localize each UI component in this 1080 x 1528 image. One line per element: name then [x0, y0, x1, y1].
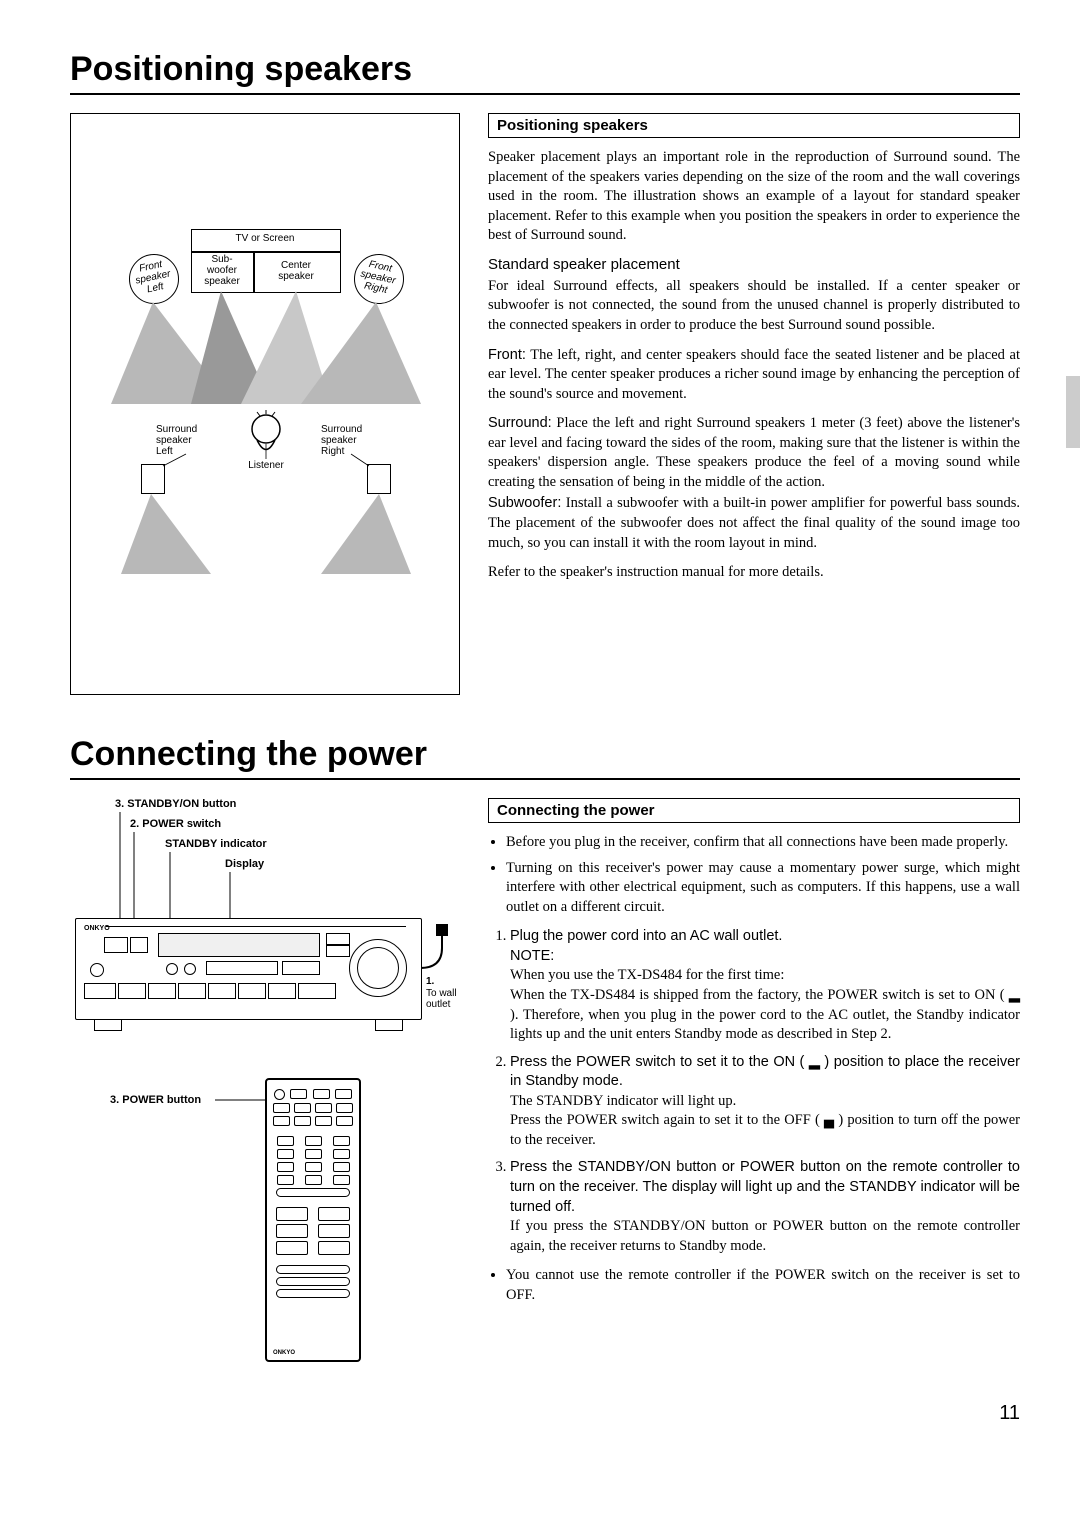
front-paragraph: Front: The left, right, and center speak…: [488, 346, 1020, 405]
bullet-2: Turning on this receiver's power may cau…: [506, 859, 1020, 918]
listener-label: Listener: [241, 460, 291, 471]
remote-illustration: ONKYO: [265, 1078, 361, 1362]
step1-line: Plug the power cord into an AC wall outl…: [510, 928, 782, 944]
center-label: Center speaker: [253, 260, 339, 282]
lbl-standby-ind: STANDBY indicator: [165, 838, 267, 850]
tv-label: TV or Screen: [191, 233, 339, 244]
sub-label-inline: Subwoofer:: [488, 495, 561, 511]
step1-note1: When you use the TX-DS484 for the first …: [510, 967, 784, 983]
subwoofer-paragraph: Subwoofer: Install a subwoofer with a bu…: [488, 494, 1020, 553]
section-title-power: Connecting the power: [70, 735, 1020, 780]
standard-placement-head: Standard speaker placement: [488, 256, 1020, 273]
sub-label: Sub- woofer speaker: [191, 254, 253, 287]
surround-label: Surround:: [488, 415, 552, 431]
step2-line: Press the POWER switch to set it to the …: [510, 1054, 1020, 1090]
lbl-standby-on: 3. STANDBY/ON button: [115, 798, 236, 810]
section-title-positioning: Positioning speakers: [70, 50, 1020, 95]
surround-text: Place the left and right Surround speake…: [488, 415, 1020, 490]
lbl-power-switch: 2. POWER switch: [130, 818, 221, 830]
speaker-diagram: TV or Screen Sub- woofer speaker Center …: [70, 113, 460, 695]
lbl-power-button: 3. POWER button: [110, 1094, 201, 1106]
step3-body: If you press the STANDBY/ON button or PO…: [510, 1218, 1020, 1254]
sub-text: Install a subwoofer with a built-in powe…: [488, 495, 1020, 550]
positioning-box-heading: Positioning speakers: [488, 113, 1020, 138]
surr-left-label: Surround speaker Left: [156, 424, 216, 457]
positioning-intro: Speaker placement plays an important rol…: [488, 148, 1020, 246]
top-bullets: Before you plug in the receiver, confirm…: [488, 833, 1020, 917]
refer-text: Refer to the speaker's instruction manua…: [488, 563, 1020, 583]
lbl-display: Display: [225, 858, 264, 870]
step-2: Press the POWER switch to set it to the …: [510, 1053, 1020, 1151]
step-3: Press the STANDBY/ON button or POWER but…: [510, 1158, 1020, 1256]
standard-intro: For ideal Surround effects, all speakers…: [488, 277, 1020, 336]
page-tab-marker: [1066, 376, 1080, 448]
step2-body2: Press the POWER switch again to set it t…: [510, 1112, 1020, 1148]
receiver-illustration: ONKYO: [75, 918, 422, 1020]
step1-note2: When the TX-DS484 is shipped from the fa…: [510, 987, 1020, 1042]
wall-outlet-num: 1.: [426, 976, 434, 987]
wall-outlet-label: To wall outlet: [426, 988, 457, 1010]
page-number: 11: [70, 1402, 1020, 1425]
surr-right-label: Surround speaker Right: [321, 424, 381, 457]
bottom-bullet: You cannot use the remote controller if …: [506, 1266, 1020, 1305]
step1-note-label: NOTE:: [510, 948, 554, 964]
step2-body1: The STANDBY indicator will light up.: [510, 1093, 736, 1109]
power-diagram: 3. STANDBY/ON button 2. POWER switch STA…: [70, 798, 460, 1388]
power-box-heading: Connecting the power: [488, 798, 1020, 823]
step3-line: Press the STANDBY/ON button or POWER but…: [510, 1159, 1020, 1214]
front-text: The left, right, and center speakers sho…: [488, 347, 1020, 402]
steps-list: Plug the power cord into an AC wall outl…: [488, 927, 1020, 1256]
front-label: Front:: [488, 347, 526, 363]
step-1: Plug the power cord into an AC wall outl…: [510, 927, 1020, 1044]
bottom-bullets: You cannot use the remote controller if …: [488, 1266, 1020, 1305]
surround-paragraph: Surround: Place the left and right Surro…: [488, 414, 1020, 492]
bullet-1: Before you plug in the receiver, confirm…: [506, 833, 1020, 853]
